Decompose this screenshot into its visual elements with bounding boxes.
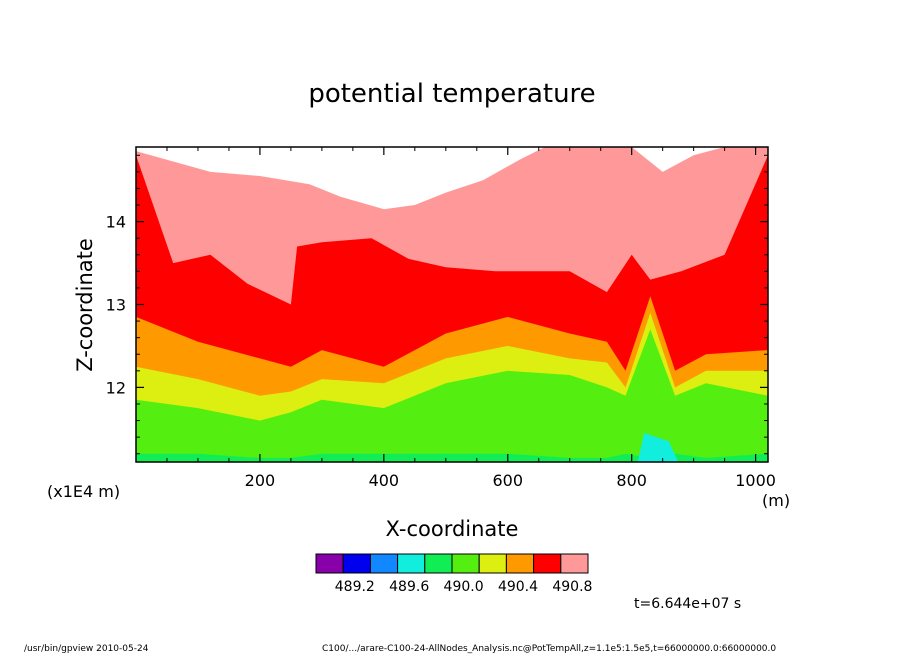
contour-band-1 <box>136 453 768 462</box>
colorbar-swatch <box>315 553 344 574</box>
colorbar-swatch <box>451 553 480 574</box>
y-unit-label: (x1E4 m) <box>47 482 120 501</box>
x-unit-label: (m) <box>762 491 790 510</box>
colorbar-swatch <box>369 553 399 574</box>
x-tick-label: 600 <box>492 471 523 490</box>
y-axis: 12 13 14 <box>106 154 768 455</box>
time-label: t=6.644e+07 s <box>634 596 741 612</box>
x-tick-label: 200 <box>245 471 276 490</box>
colorbar-label: 489.6 <box>389 579 429 595</box>
y-axis-title: Z-coordinate <box>73 238 97 372</box>
x-axis-title: X-coordinate <box>386 517 519 541</box>
colorbar-swatch <box>478 553 507 574</box>
x-tick-label: 800 <box>616 471 647 490</box>
y-tick-label: 12 <box>106 378 126 397</box>
colorbar-swatch <box>533 553 562 574</box>
x-tick-label: 1000 <box>735 471 776 490</box>
contour-band-0 <box>637 432 679 462</box>
chart-title: potential temperature <box>308 79 595 109</box>
contour-band-2 <box>136 329 768 462</box>
y-tick-label: 14 <box>106 213 126 232</box>
colorbar-swatch <box>424 553 453 574</box>
colorbar-label: 490.8 <box>552 579 592 595</box>
x-tick-label: 400 <box>369 471 400 490</box>
colorbar-swatch <box>505 553 535 574</box>
colorbar-label: 490.0 <box>444 579 484 595</box>
colorbar: 489.2 489.6 490.0 490.4 490.8 <box>315 553 592 595</box>
colorbar-label: 489.2 <box>335 579 375 595</box>
colorbar-swatch <box>342 553 371 574</box>
colorbar-swatch <box>397 553 426 574</box>
footer-right: C100/.../arare-C100-24-AllNodes_Analysis… <box>322 644 776 654</box>
y-tick-label: 13 <box>106 296 126 315</box>
footer-left: /usr/bin/gpview 2010-05-24 <box>24 644 149 654</box>
colorbar-label: 490.4 <box>498 579 538 595</box>
plot-area <box>136 147 768 462</box>
x-axis: 200 400 600 800 1000 <box>166 147 776 490</box>
colorbar-swatch <box>560 553 589 574</box>
